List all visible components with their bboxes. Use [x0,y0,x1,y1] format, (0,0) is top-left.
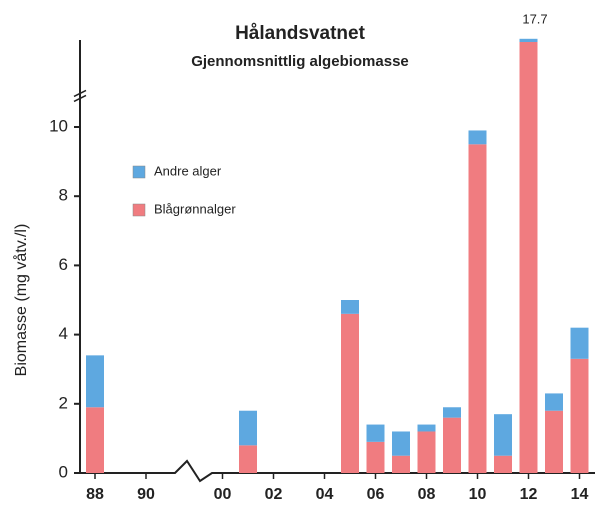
bar-segment [239,445,257,473]
chart-title: Hålandsvatnet [235,23,366,44]
x-tick-label: 14 [571,486,589,503]
bar-segment [570,358,589,473]
bar-segment [86,407,104,473]
bar-segment [468,144,487,474]
bar-segment [392,431,410,456]
legend-swatch [132,203,146,217]
y-axis-label: Biomasse (mg våtv./l) [12,224,30,377]
x-axis [80,459,595,483]
bar-segment [545,393,563,411]
axis-break [73,89,87,98]
x-tick-label: 06 [367,486,385,503]
x-tick-label: 88 [86,486,104,503]
legend-label: Andre alger [154,163,222,178]
bar-segment [494,414,512,456]
bar-segment [443,417,461,473]
bar-segment [417,431,436,473]
x-tick-label: 90 [137,486,155,503]
y-tick-label: 4 [59,324,68,343]
bar-segment [366,424,385,442]
bar-segment [494,455,512,473]
bar-segment [341,313,359,473]
y-tick-label: 2 [59,393,68,412]
y-tick-label: 8 [59,186,68,205]
x-tick-label: 10 [469,486,487,503]
legend-swatch [132,165,146,179]
x-tick-label: 12 [520,486,538,503]
annotation: 17.7 [522,11,547,26]
x-tick-label: 04 [316,486,334,503]
bar-segment [443,407,461,418]
axis-break [73,94,87,103]
legend-label: Blågrønnalger [154,201,236,216]
x-tick-label: 00 [214,486,232,503]
bar-segment [545,410,563,473]
bar-segment [239,410,257,446]
bar-segment [468,130,487,145]
bar-segment [366,441,385,473]
bar-segment [519,42,538,473]
bar-segment [392,455,410,473]
bar-segment [341,300,359,314]
bar-segment [519,38,538,42]
bar-segment [86,355,104,408]
x-tick-label: 08 [418,486,436,503]
y-tick-label: 10 [49,116,68,135]
bar-segment [417,424,436,432]
x-tick-label: 02 [265,486,283,503]
bar-segment [570,327,589,359]
y-tick-label: 0 [59,462,68,481]
chart-subtitle: Gjennomsnittlig algebiomasse [191,53,409,70]
y-tick-label: 6 [59,255,68,274]
